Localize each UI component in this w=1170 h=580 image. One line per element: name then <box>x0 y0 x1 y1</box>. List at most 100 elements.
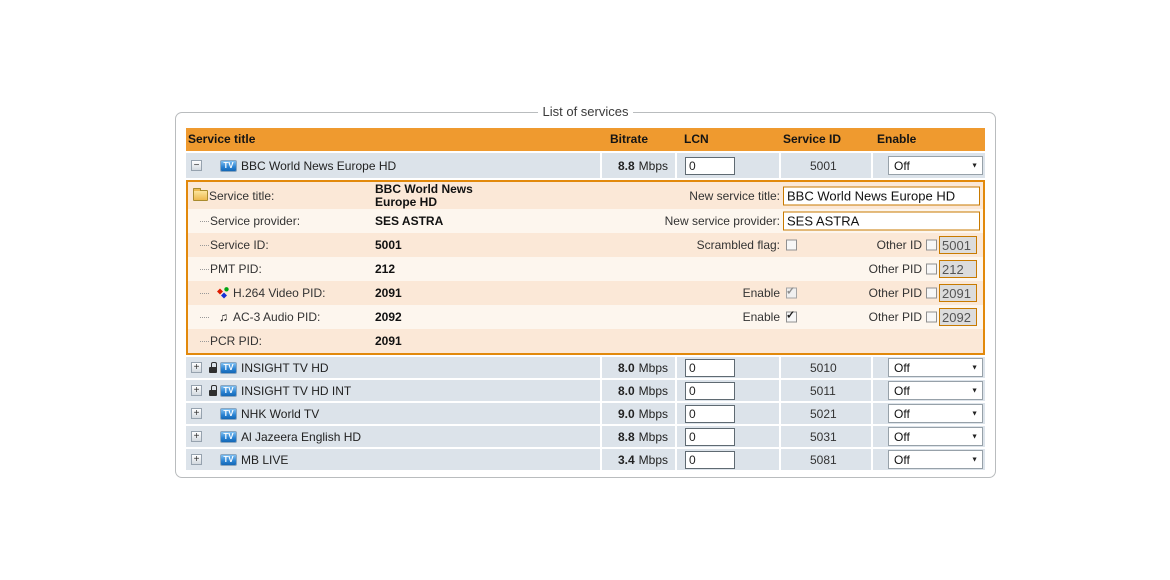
other-pid-label: Other PID <box>868 262 922 276</box>
detail-label: PCR PID: <box>210 334 263 348</box>
enable-select[interactable]: Off ▼ <box>888 404 983 423</box>
detail-row-service-title: Service title: BBC World News Europe HD … <box>188 182 983 209</box>
other-id-checkbox[interactable] <box>926 239 937 251</box>
detail-row-service-id: Service ID: 5001 Scrambled flag: Other I… <box>188 233 983 257</box>
bitrate-number: 8.0 <box>617 360 635 375</box>
other-pid-checkbox[interactable] <box>926 287 937 299</box>
expand-icon[interactable]: + <box>191 431 202 442</box>
service-title-cell: + TV Al Jazeera English HD <box>186 426 600 447</box>
new-service-provider-input[interactable] <box>783 211 980 231</box>
other-pid-checkbox[interactable] <box>926 263 937 275</box>
h264-codec-icon <box>217 287 229 299</box>
tree-stub <box>200 341 209 342</box>
other-pid-checkbox[interactable] <box>926 311 937 323</box>
service-detail-panel: Service title: BBC World News Europe HD … <box>186 180 985 355</box>
lcn-cell <box>677 449 779 470</box>
folder-icon <box>193 188 208 201</box>
service-title: Al Jazeera English HD <box>241 429 362 444</box>
collapse-icon[interactable]: − <box>191 160 202 171</box>
icon-slot <box>202 385 220 396</box>
enable-select[interactable]: Off ▼ <box>888 156 983 175</box>
scrambled-flag-label: Scrambled flag: <box>696 238 780 252</box>
detail-row-pcr-pid: PCR PID: 2091 <box>188 329 983 353</box>
detail-label: Service ID: <box>210 238 269 252</box>
lcn-input[interactable] <box>685 404 735 423</box>
bitrate-value: 8.0 Mbps <box>602 357 675 378</box>
tv-icon: TV <box>220 361 237 374</box>
video-enable-checkbox[interactable]: ✓ <box>786 285 797 299</box>
service-title: INSIGHT TV HD INT <box>241 383 352 398</box>
service-id-value: 5021 <box>781 403 871 424</box>
scrambled-flag-checkbox[interactable] <box>786 239 797 251</box>
detail-label: PMT PID: <box>210 262 262 276</box>
tv-icon: TV <box>220 453 237 466</box>
enable-cell: Off ▼ <box>873 357 985 378</box>
table-header: Service title Bitrate LCN Service ID Ena… <box>186 128 985 151</box>
bitrate-value: 8.8 Mbps <box>602 426 675 447</box>
enable-selected-value: Off <box>894 452 910 467</box>
service-id-value: 5001 <box>781 153 871 178</box>
bitrate-value: 8.0 Mbps <box>602 380 675 401</box>
bitrate-unit: Mbps <box>638 429 668 444</box>
bitrate-number: 8.0 <box>617 383 635 398</box>
lcn-cell <box>677 403 779 424</box>
lcn-cell <box>677 380 779 401</box>
tree-stub <box>200 317 209 318</box>
tv-icon: TV <box>220 407 237 420</box>
other-pid-input[interactable] <box>939 308 977 326</box>
icon-slot <box>202 362 220 373</box>
expand-icon[interactable]: + <box>191 408 202 419</box>
service-title: BBC World News Europe HD <box>241 158 397 173</box>
service-title: MB LIVE <box>241 452 289 467</box>
enable-select[interactable]: Off ▼ <box>888 450 983 469</box>
other-pid-input[interactable] <box>939 284 977 302</box>
bitrate-unit: Mbps <box>638 158 668 173</box>
bitrate-value: 8.8 Mbps <box>602 153 675 178</box>
chevron-down-icon: ▼ <box>971 456 978 463</box>
service-title-cell: + TV INSIGHT TV HD INT <box>186 380 600 401</box>
enable-selected-value: Off <box>894 360 910 375</box>
lcn-input[interactable] <box>685 450 735 469</box>
lcn-input[interactable] <box>685 156 735 175</box>
column-header-service-id: Service ID <box>783 132 842 146</box>
other-pid-input[interactable] <box>939 260 977 278</box>
service-title-cell: − TV BBC World News Europe HD <box>186 153 600 178</box>
bitrate-number: 3.4 <box>617 452 635 467</box>
panel-legend: List of services <box>537 104 634 119</box>
new-service-title-input[interactable] <box>783 186 980 205</box>
detail-row-pmt-pid: PMT PID: 212 Other PID <box>188 257 983 281</box>
audio-enable-label: Enable <box>742 310 780 324</box>
expand-icon[interactable]: + <box>191 362 202 373</box>
expand-icon[interactable]: + <box>191 385 202 396</box>
enable-selected-value: Off <box>894 383 910 398</box>
service-row: − TV BBC World News Europe HD 8.8 Mbps 5… <box>186 153 985 178</box>
detail-value: 2092 <box>375 310 402 324</box>
enable-select[interactable]: Off ▼ <box>888 381 983 400</box>
service-id-value: 5010 <box>781 357 871 378</box>
lcn-cell <box>677 426 779 447</box>
lcn-input[interactable] <box>685 358 735 377</box>
detail-label: H.264 Video PID: <box>233 286 326 300</box>
tv-icon: TV <box>220 430 237 443</box>
enable-cell: Off ▼ <box>873 449 985 470</box>
enable-cell: Off ▼ <box>873 380 985 401</box>
expand-icon[interactable]: + <box>191 454 202 465</box>
column-header-enable: Enable <box>877 132 917 146</box>
checkmark-icon: ✓ <box>786 309 796 322</box>
chevron-down-icon: ▼ <box>971 162 978 169</box>
chevron-down-icon: ▼ <box>971 433 978 440</box>
checkmark-icon: ✓ <box>786 285 796 298</box>
detail-value: BBC World News Europe HD <box>375 181 473 209</box>
lcn-input[interactable] <box>685 381 735 400</box>
enable-select[interactable]: Off ▼ <box>888 427 983 446</box>
detail-value: SES ASTRA <box>375 214 444 228</box>
bitrate-unit: Mbps <box>638 383 668 398</box>
service-title-cell: + TV INSIGHT TV HD <box>186 357 600 378</box>
other-id-label: Other ID <box>876 238 922 252</box>
enable-select[interactable]: Off ▼ <box>888 358 983 377</box>
bitrate-unit: Mbps <box>638 406 668 421</box>
audio-enable-checkbox[interactable]: ✓ <box>786 309 797 323</box>
lcn-input[interactable] <box>685 427 735 446</box>
tree-stub <box>200 221 209 222</box>
other-id-input[interactable] <box>939 236 977 254</box>
